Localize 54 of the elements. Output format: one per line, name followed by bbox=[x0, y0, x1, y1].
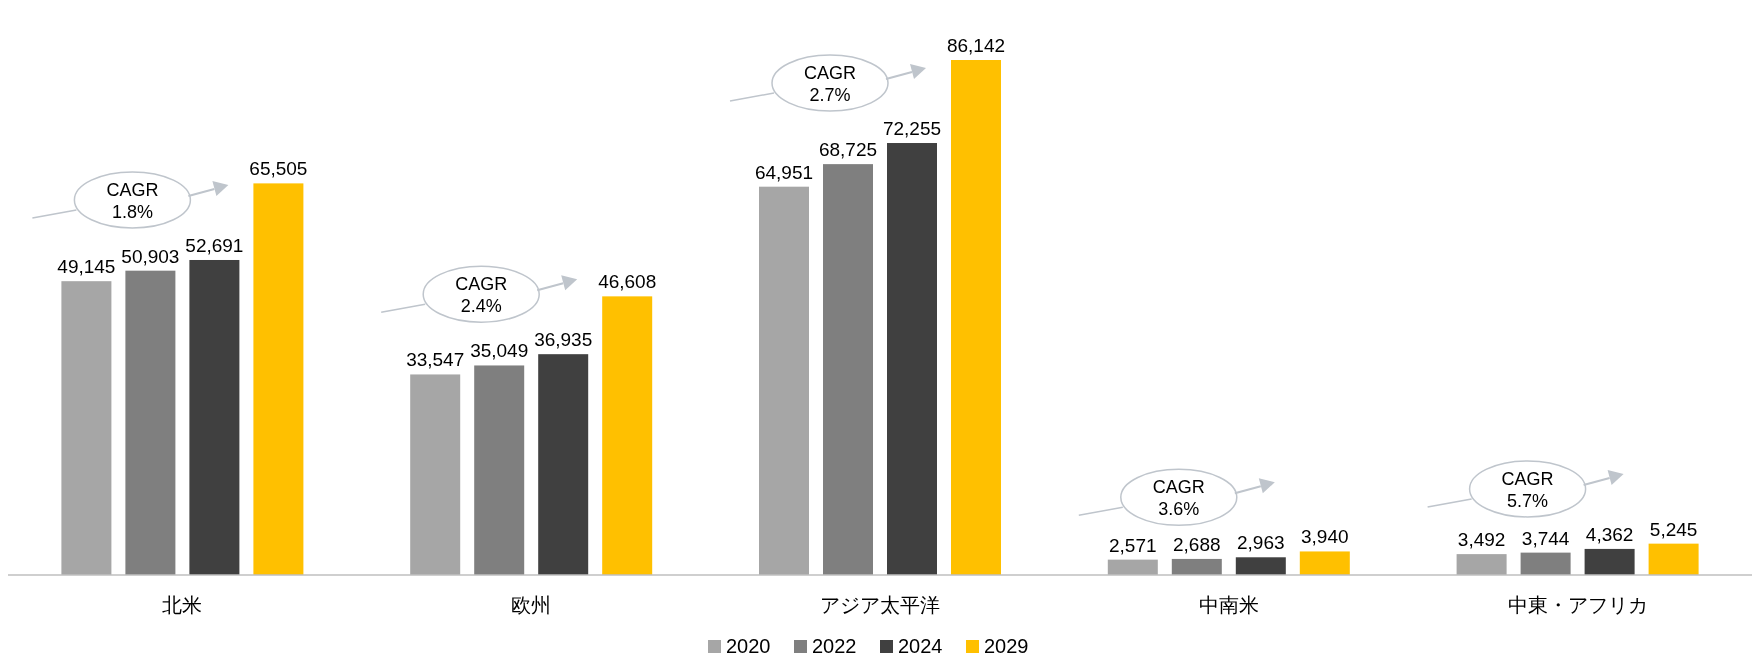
data-label: 2,571 bbox=[1109, 534, 1157, 556]
x-tick-label: 北米 bbox=[162, 594, 203, 616]
data-label: 4,362 bbox=[1585, 523, 1634, 545]
bar bbox=[1299, 551, 1350, 575]
data-label: 3,940 bbox=[1301, 526, 1349, 548]
data-label: 49,145 bbox=[57, 256, 116, 278]
bar bbox=[1648, 543, 1699, 575]
data-label: 86,142 bbox=[946, 35, 1006, 56]
bar bbox=[1107, 559, 1158, 575]
legend-label: 2024 bbox=[898, 635, 943, 657]
annotation: CAGR 2.4% bbox=[455, 274, 508, 317]
bar bbox=[61, 281, 112, 575]
bar bbox=[951, 60, 1001, 575]
data-label: 3,492 bbox=[1457, 529, 1506, 551]
x-tick-label: 中南米 bbox=[1198, 594, 1259, 616]
annotation: CAGR 5.7% bbox=[1501, 468, 1554, 511]
data-label: 46,608 bbox=[598, 271, 657, 293]
data-label: 3,744 bbox=[1521, 527, 1570, 549]
bar bbox=[125, 270, 176, 575]
x-tick-label: 欧州 bbox=[511, 594, 552, 616]
legend-label: 2029 bbox=[984, 635, 1029, 657]
data-label: 64,951 bbox=[754, 161, 814, 183]
bar bbox=[253, 183, 304, 575]
bar bbox=[602, 296, 653, 575]
data-label: 2,688 bbox=[1173, 533, 1221, 555]
legend-label: 2020 bbox=[726, 635, 771, 657]
bar bbox=[538, 354, 589, 575]
x-tick-label: アジア太平洋 bbox=[820, 594, 940, 616]
bar bbox=[1584, 548, 1635, 575]
bar bbox=[887, 143, 937, 575]
bar bbox=[410, 374, 461, 575]
bar bbox=[823, 164, 873, 575]
data-label: 2,963 bbox=[1237, 532, 1285, 554]
bar bbox=[1171, 558, 1222, 575]
data-label: 72,255 bbox=[882, 118, 942, 140]
bar bbox=[1235, 557, 1286, 575]
annotation: CAGR 1.8% bbox=[106, 179, 159, 222]
annotation: CAGR 3.6% bbox=[1152, 477, 1205, 520]
annotation: CAGR 2.7% bbox=[803, 63, 857, 106]
bar bbox=[759, 186, 809, 575]
bar bbox=[189, 259, 240, 575]
data-label: 65,505 bbox=[249, 158, 308, 180]
bar bbox=[1520, 552, 1571, 575]
data-label: 35,049 bbox=[470, 340, 529, 362]
bar bbox=[474, 365, 525, 575]
data-label: 33,547 bbox=[406, 349, 465, 371]
data-label: 36,935 bbox=[534, 329, 593, 351]
bar bbox=[1456, 554, 1507, 575]
data-label: 5,245 bbox=[1649, 518, 1698, 540]
data-label: 68,725 bbox=[818, 139, 878, 161]
data-label: 52,691 bbox=[185, 234, 244, 256]
data-label: 50,903 bbox=[121, 245, 180, 267]
x-tick-label: 中東・アフリカ bbox=[1507, 594, 1648, 616]
legend-label: 2022 bbox=[812, 635, 857, 657]
